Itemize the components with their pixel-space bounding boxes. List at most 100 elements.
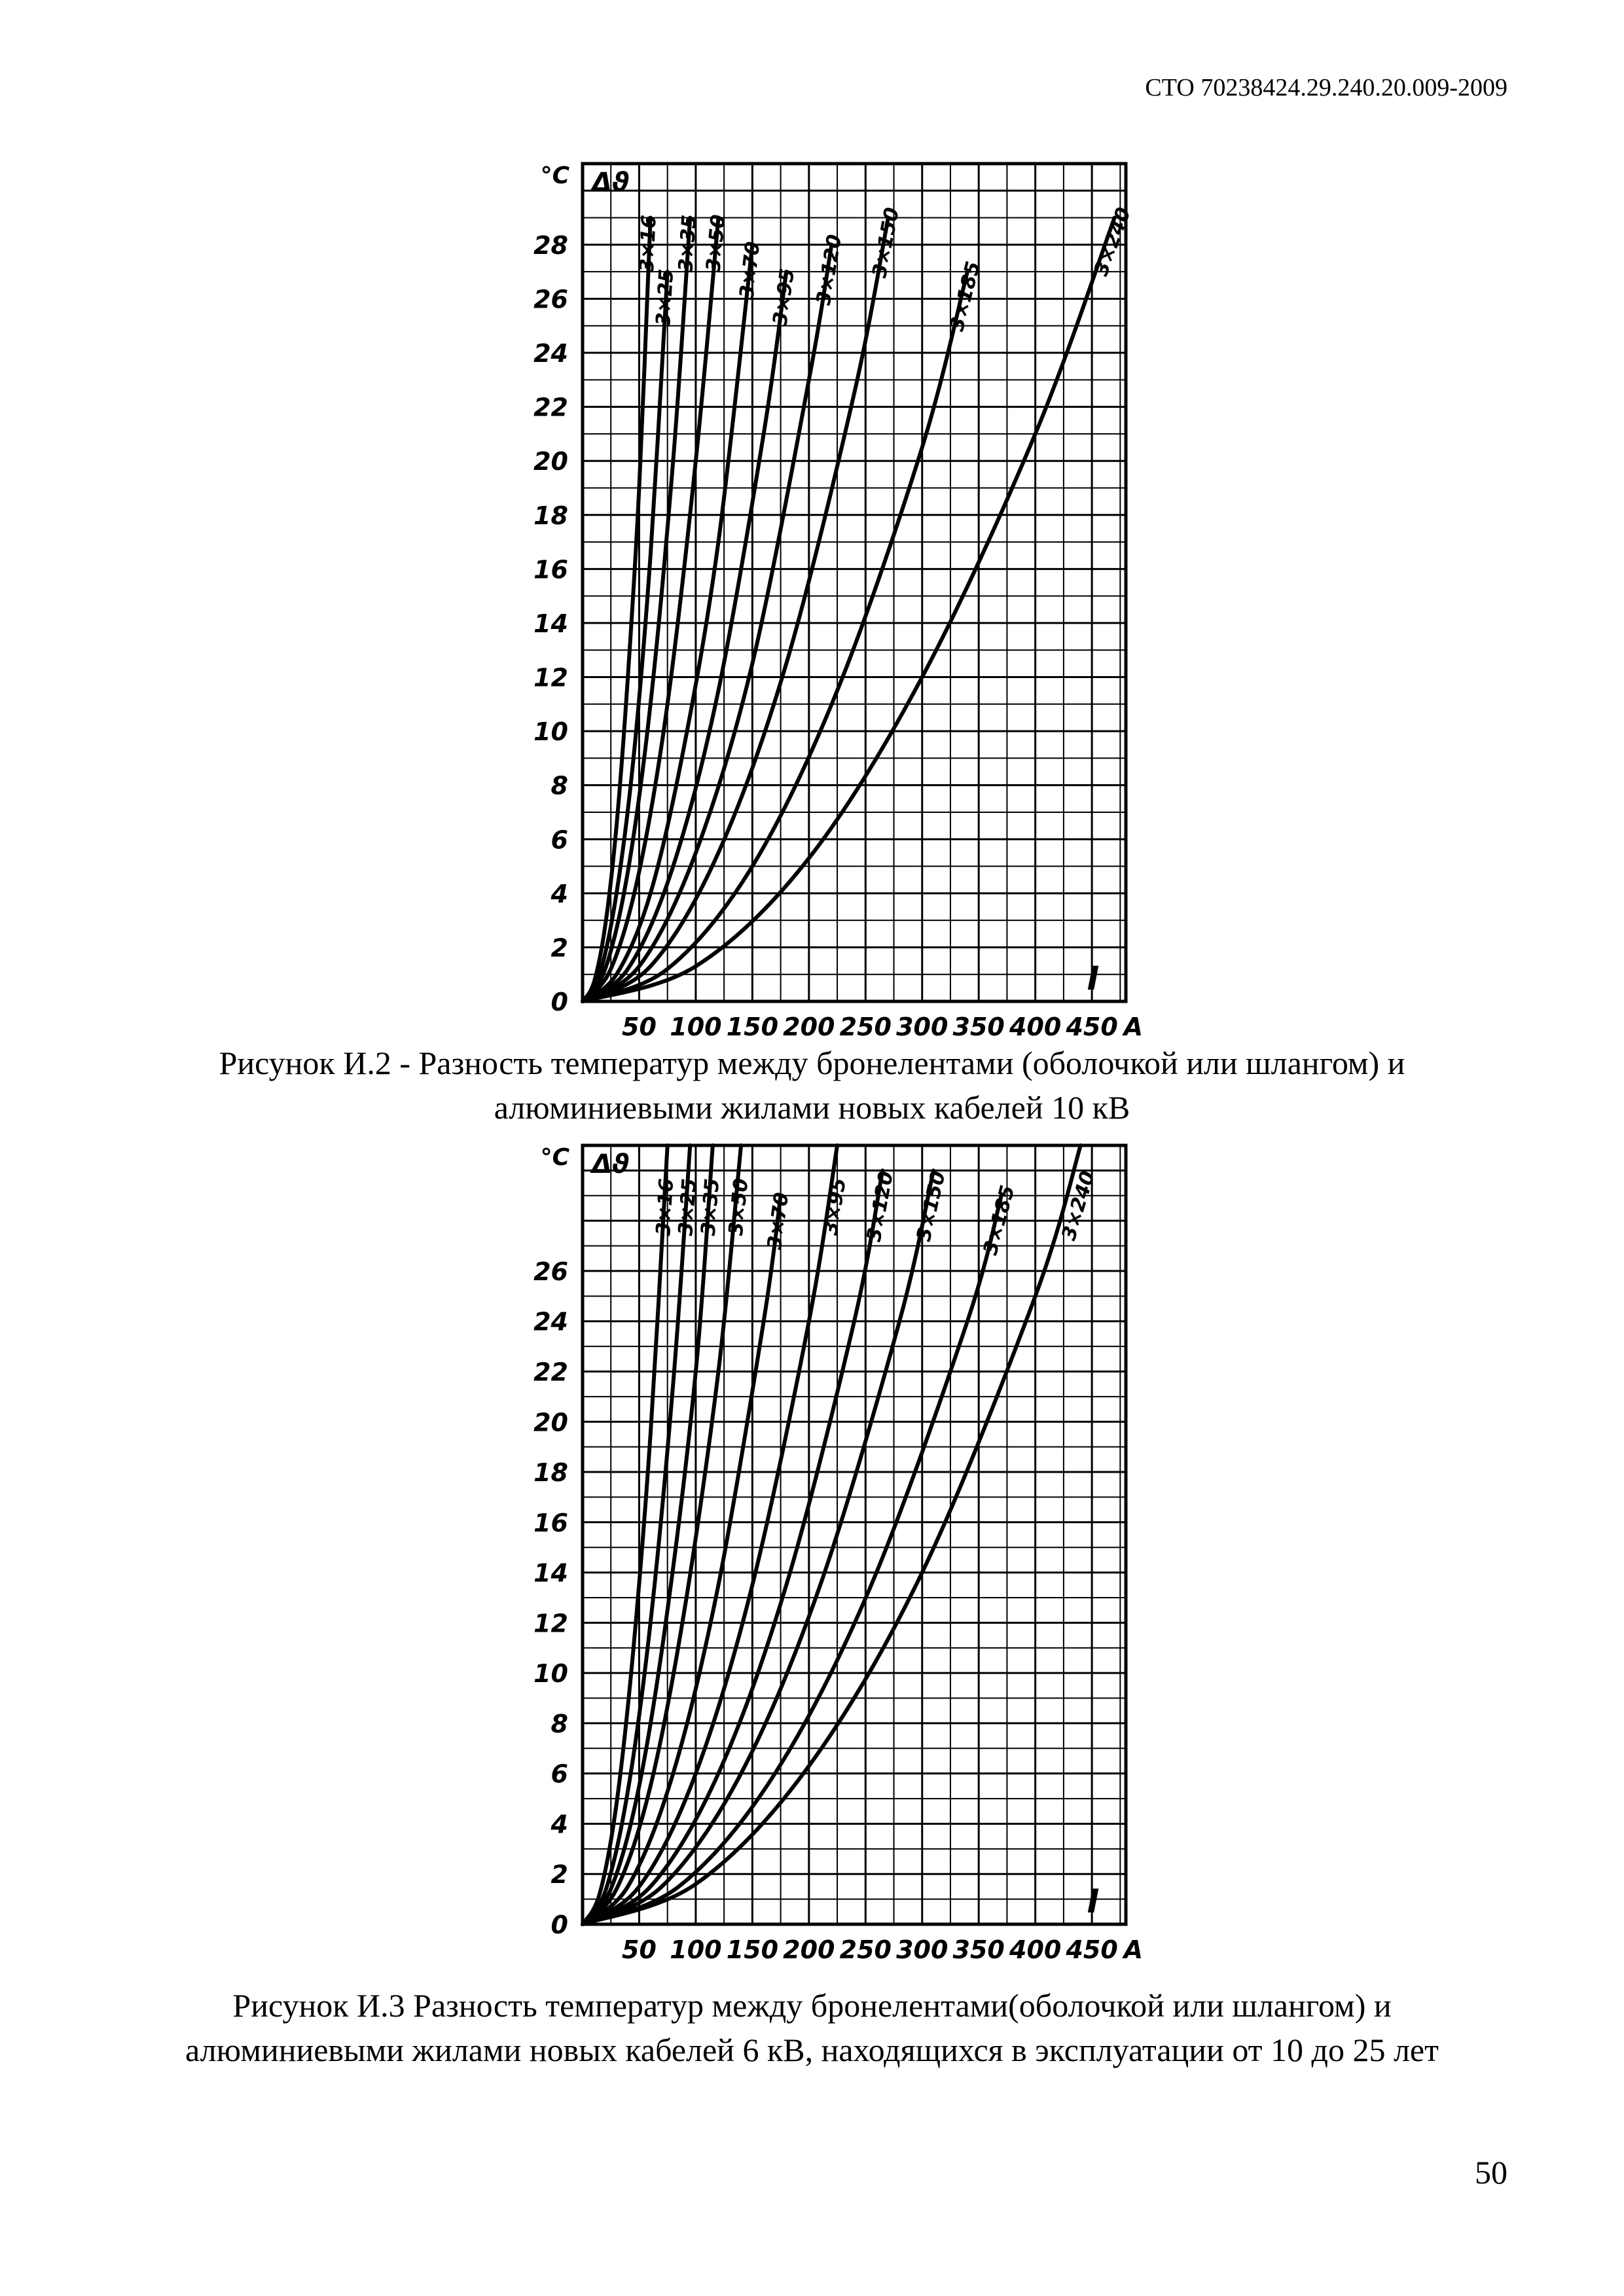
x-tick-label: 150: [727, 1935, 778, 1964]
y-tick-label: 10: [533, 1659, 568, 1688]
y-axis-symbol: Δϑ: [590, 1149, 630, 1179]
series-line-3x120: [581, 242, 834, 1003]
series-label: 3×50: [725, 1177, 753, 1237]
series-line-3x150: [581, 215, 890, 1003]
y-tick-label: 2: [551, 933, 568, 962]
x-tick-label: 250: [840, 1013, 892, 1041]
x-unit-label: A: [1122, 1013, 1143, 1041]
series-line-3x150: [581, 1168, 936, 1926]
x-tick-label: 450: [1065, 1013, 1117, 1041]
series-label: 3×95: [819, 1176, 850, 1236]
series-line-3x70: [581, 242, 755, 1003]
series-line-3x95: [581, 1143, 840, 1926]
series-line-3x50: [581, 1143, 744, 1926]
x-tick-label: 50: [622, 1013, 657, 1041]
x-tick-label: 200: [783, 1935, 835, 1964]
y-tick-label: 12: [533, 1609, 568, 1638]
y-tick-label: 16: [533, 1509, 568, 1537]
y-tick-label: 18: [533, 1458, 568, 1487]
series-line-3x50: [581, 215, 721, 1003]
series-line-3x185: [581, 270, 969, 1003]
x-tick-label: 250: [840, 1935, 892, 1964]
y-tick-label: 20: [533, 1408, 568, 1437]
grid: [583, 164, 1126, 1001]
series-label: 3×35: [674, 214, 701, 273]
y-tick-label: 24: [533, 1308, 568, 1336]
x-tick-label: 200: [783, 1013, 835, 1041]
series-line-3x35: [581, 1143, 715, 1926]
y-axis-label: °C: [541, 1144, 570, 1171]
series-label: 3×240: [1090, 204, 1136, 279]
series-line-3x240: [581, 1143, 1083, 1926]
x-tick-label: 450: [1065, 1935, 1117, 1964]
series-line-3x25: [581, 270, 670, 1003]
y-tick-label: 28: [533, 231, 568, 260]
y-tick-label: 14: [533, 1559, 568, 1588]
x-tick-label: 100: [670, 1935, 721, 1964]
y-tick-label: 10: [533, 717, 568, 746]
x-tick-label: 350: [953, 1935, 1005, 1964]
plot-frame: [581, 162, 1128, 1003]
series-line-3x70: [581, 1193, 783, 1926]
x-tick-label: 300: [896, 1013, 948, 1041]
x-axis-label: I: [1087, 1882, 1100, 1920]
y-tick-label: 2: [551, 1860, 568, 1889]
series-line-3x35: [581, 215, 693, 1003]
x-tick-label: 100: [670, 1013, 721, 1041]
figure-caption-2: Рисунок И.3 Разность температур между бр…: [185, 1987, 1439, 2068]
document-code: СТО 70238424.29.240.20.009-2009: [1145, 74, 1507, 101]
x-tick-label: 400: [1009, 1935, 1061, 1964]
series-label: 3×25: [652, 268, 678, 327]
y-axis-symbol: Δϑ: [590, 168, 630, 198]
y-tick-label: 12: [533, 664, 568, 692]
series-line-3x16: [581, 215, 653, 1003]
y-tick-label: 6: [551, 1760, 568, 1789]
series-label: 3×50: [702, 213, 731, 273]
y-tick-label: 4: [550, 1810, 568, 1839]
series-line-3x120: [581, 1168, 885, 1926]
x-tick-label: 150: [727, 1013, 778, 1041]
y-tick-label: 18: [533, 501, 568, 530]
y-tick-label: 24: [533, 339, 568, 368]
series-label: 3×70: [736, 240, 765, 300]
y-axis-label: °C: [541, 162, 570, 189]
x-tick-label: 350: [953, 1013, 1005, 1041]
series-line-3x240: [581, 215, 1117, 1003]
y-tick-label: 8: [551, 1710, 568, 1738]
series-label: 3×95: [768, 267, 799, 327]
series-line-3x95: [581, 270, 789, 1003]
figure-caption-1: Рисунок И.2 - Разность температур между …: [219, 1045, 1405, 1126]
plot-frame: [581, 1143, 1128, 1926]
y-tick-label: 20: [533, 447, 568, 476]
y-tick-label: 26: [533, 1257, 568, 1286]
page-number: 50: [1475, 2154, 1507, 2191]
series-label: 3×120: [863, 1170, 898, 1244]
y-tick-label: 22: [533, 1357, 568, 1386]
x-tick-label: 300: [896, 1935, 948, 1964]
series-label: 3×150: [912, 1169, 950, 1244]
series-line-3x16: [581, 1143, 670, 1926]
series-line-3x25: [581, 1143, 693, 1926]
x-tick-label: 50: [622, 1935, 657, 1964]
x-tick-label: 400: [1009, 1013, 1061, 1041]
series-label: 3×150: [868, 206, 904, 279]
series-label: 3×70: [763, 1191, 793, 1251]
y-tick-label: 4: [550, 880, 568, 908]
y-tick-label: 26: [533, 285, 568, 314]
series-label: 3×35: [697, 1177, 724, 1236]
y-tick-label: 16: [533, 555, 568, 584]
y-tick-label: 0: [551, 988, 568, 1016]
x-unit-label: A: [1122, 1935, 1143, 1964]
y-tick-label: 8: [551, 772, 568, 800]
y-tick-label: 14: [533, 609, 568, 638]
series-label: 3×16: [636, 215, 661, 273]
series-label: 3×25: [674, 1177, 701, 1236]
y-tick-label: 6: [551, 825, 568, 854]
series-line-3x185: [581, 1193, 1003, 1926]
x-axis-label: I: [1087, 960, 1100, 997]
y-tick-label: 22: [533, 393, 568, 422]
